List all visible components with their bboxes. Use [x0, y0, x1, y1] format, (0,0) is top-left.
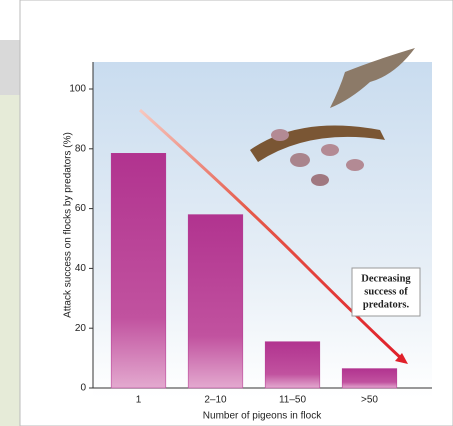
y-tick-label: 100: [69, 84, 86, 95]
y-tick-label: 0: [80, 383, 86, 394]
annotation-text: success of: [364, 286, 408, 297]
y-tick-label: 80: [75, 143, 87, 154]
chart: Number of pigeons in flock Attack succes…: [0, 0, 453, 426]
y-tick-label: 60: [75, 203, 87, 214]
x-tick-label: 11–50: [279, 395, 307, 406]
x-tick-label: >50: [361, 395, 378, 406]
y-tick-label: 20: [75, 323, 87, 334]
x-tick-label: 2–10: [204, 395, 227, 406]
bar: [111, 153, 166, 388]
bar: [342, 369, 397, 388]
x-axis-label: Number of pigeons in flock: [203, 411, 322, 422]
annotation-text: predators.: [363, 299, 410, 310]
y-tick-label: 40: [75, 263, 87, 274]
x-tick-label: 1: [136, 395, 142, 406]
y-axis-label: Attack success on flocks by predators (%…: [63, 132, 74, 318]
side-panel: [0, 95, 22, 426]
annotation-text: Decreasing: [361, 273, 411, 284]
bar: [188, 215, 243, 388]
bar: [265, 342, 320, 388]
